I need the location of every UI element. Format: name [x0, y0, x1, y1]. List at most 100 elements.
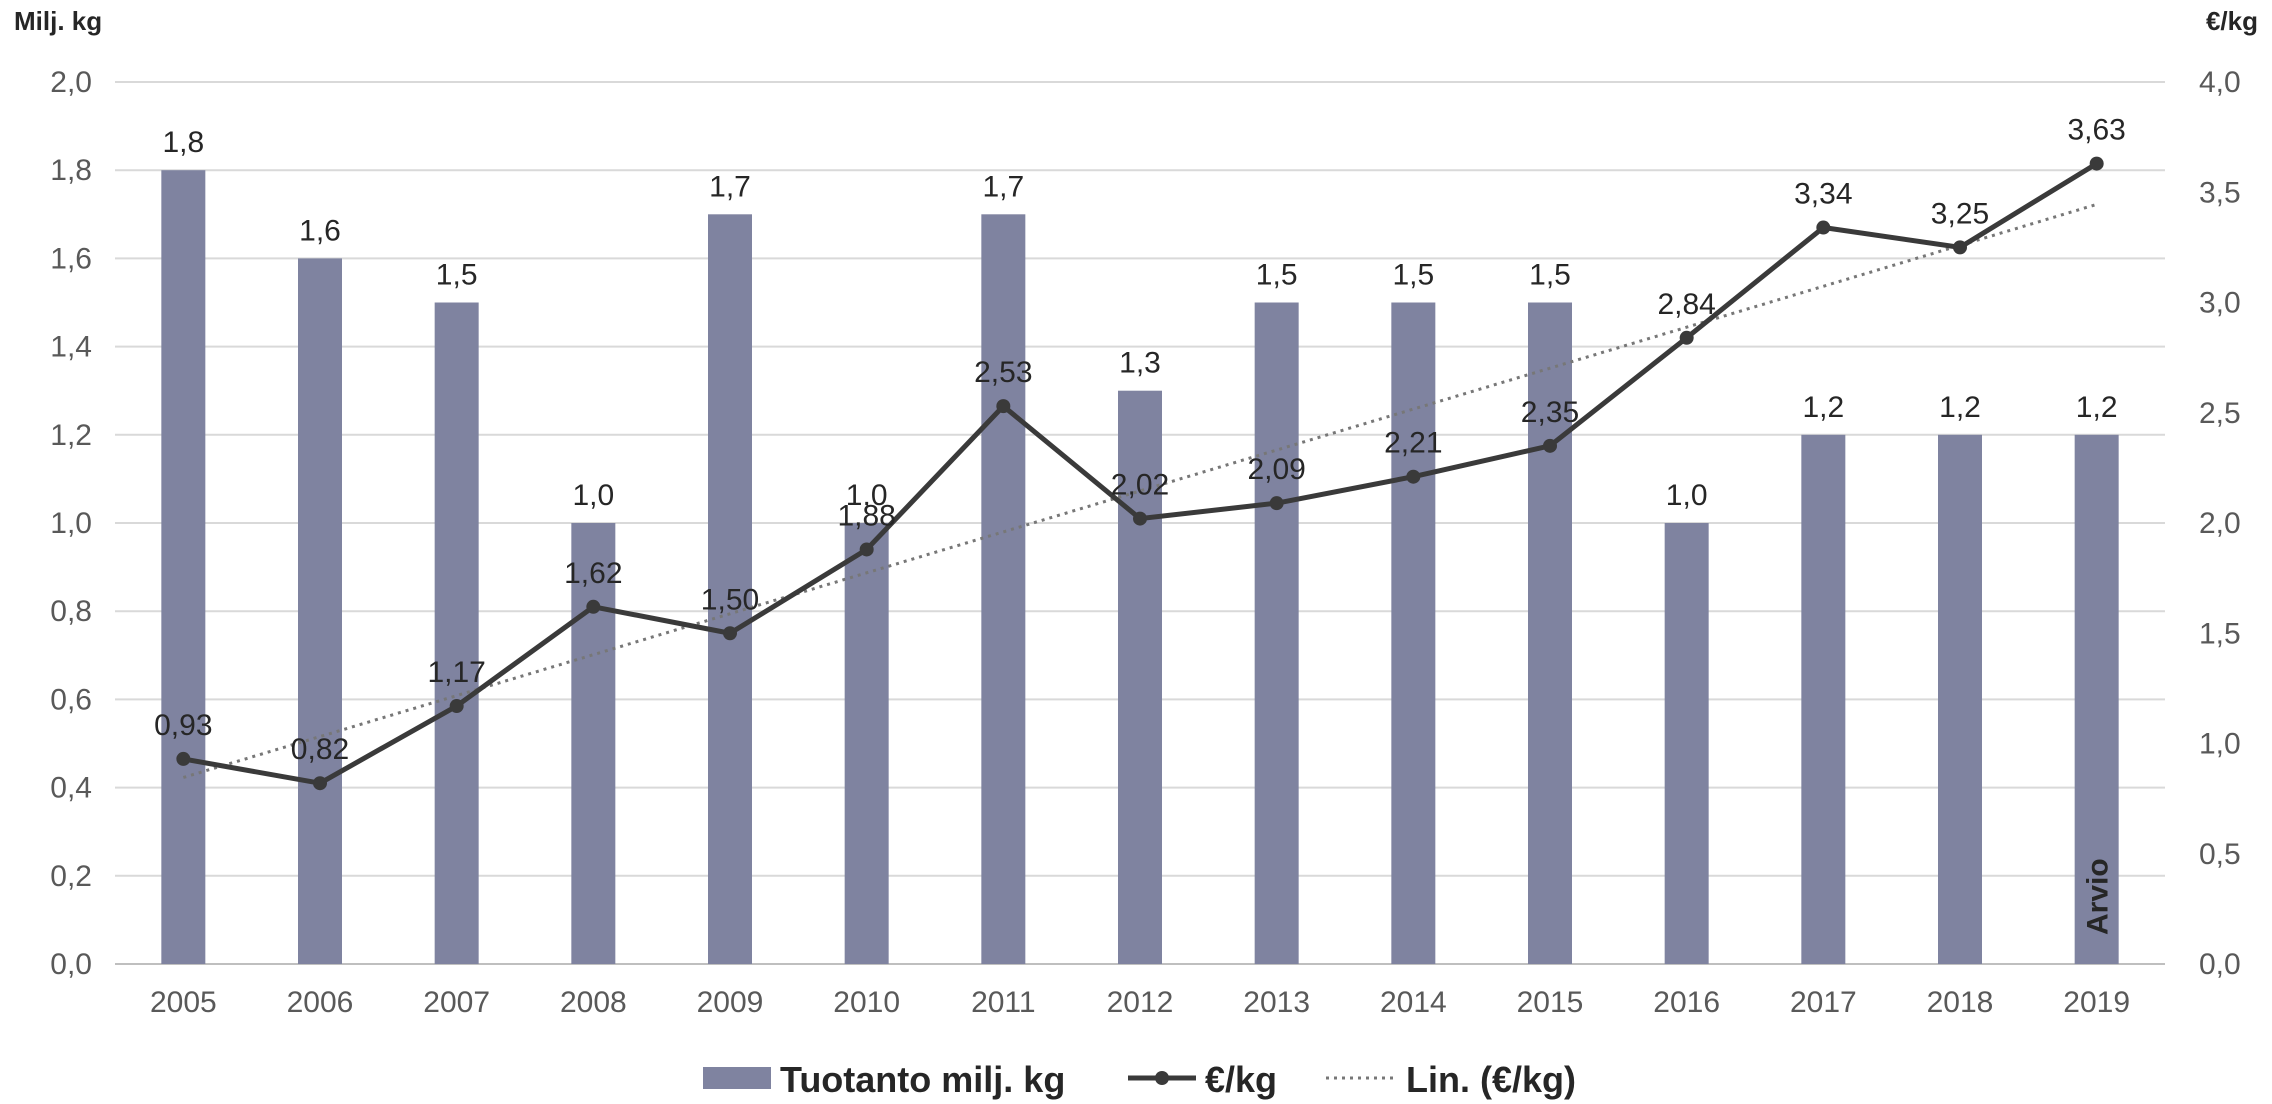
- price-value-label: 1,50: [701, 583, 759, 616]
- legend-swatch-marker: [1155, 1071, 1169, 1085]
- bar: [571, 523, 616, 964]
- price-point: [1543, 438, 1557, 453]
- bar-value-label: 1,0: [572, 479, 614, 512]
- bar: [1254, 302, 1299, 964]
- x-tick-label: 2019: [2063, 986, 2130, 1019]
- x-tick-label: 2010: [833, 986, 900, 1019]
- price-point: [586, 599, 601, 614]
- price-point: [1269, 496, 1284, 511]
- price-value-label: 3,34: [1794, 178, 1852, 211]
- bar: [434, 302, 479, 964]
- price-value-label: 0,93: [154, 709, 212, 742]
- x-tick-label: 2014: [1380, 986, 1447, 1019]
- legend-label-trend: Lin. (€/kg): [1406, 1059, 1576, 1100]
- bar: [981, 214, 1026, 965]
- left-tick-label: 2,0: [50, 66, 92, 99]
- x-tick-label: 2005: [150, 986, 217, 1019]
- left-axis-unit: Milj. kg: [14, 6, 102, 36]
- trendline-path: [182, 202, 2098, 779]
- bar-value-label: 1,2: [1802, 391, 1844, 424]
- left-tick-label: 0,0: [50, 948, 92, 981]
- x-tick-label: 2018: [1927, 986, 1994, 1019]
- price-value-label: 2,35: [1521, 396, 1579, 429]
- bar-value-label: 1,6: [299, 214, 341, 247]
- bar: [161, 170, 206, 964]
- right-tick-label: 1,0: [2199, 728, 2241, 761]
- price-value-label: 2,53: [974, 356, 1032, 389]
- left-tick-label: 0,8: [50, 595, 92, 628]
- bar-value-label: 1,5: [1529, 259, 1571, 292]
- legend-swatch-bar: [703, 1067, 771, 1089]
- right-tick-label: 0,5: [2199, 838, 2241, 871]
- left-tick-label: 0,2: [50, 860, 92, 893]
- price-point: [1816, 220, 1831, 235]
- left-tick-label: 1,8: [50, 154, 92, 187]
- bar: [1938, 434, 1982, 964]
- bar: [2074, 434, 2119, 964]
- price-value-label: 2,09: [1247, 453, 1305, 486]
- price-point: [1406, 469, 1421, 484]
- legend-label-line: €/kg: [1205, 1059, 1277, 1100]
- legend-label-bar: Tuotanto milj. kg: [780, 1059, 1065, 1100]
- x-tick-label: 2015: [1517, 986, 1584, 1019]
- bar: [844, 523, 889, 964]
- price-point: [859, 542, 874, 557]
- right-tick-label: 3,5: [2199, 176, 2241, 209]
- bar-value-label: 1,0: [1666, 479, 1708, 512]
- right-tick-label: 2,5: [2199, 397, 2241, 430]
- left-tick-label: 0,4: [50, 772, 92, 805]
- x-tick-label: 2009: [697, 986, 764, 1019]
- right-tick-label: 4,0: [2199, 66, 2241, 99]
- bar: [1391, 302, 1436, 964]
- left-tick-label: 1,2: [50, 419, 92, 452]
- bar-value-label: 1,3: [1119, 347, 1161, 380]
- price-value-label: 0,82: [291, 733, 349, 766]
- left-tick-label: 1,4: [50, 331, 92, 364]
- price-value-label: 1,88: [837, 499, 895, 532]
- price-point: [723, 626, 737, 641]
- bars: [161, 170, 2119, 965]
- bar: [1801, 434, 1846, 964]
- price-value-label: 1,17: [427, 656, 485, 689]
- price-line: [176, 156, 2104, 791]
- x-tick-label: 2007: [423, 986, 490, 1019]
- bar-value-label: 1,2: [2076, 391, 2118, 424]
- axes: Milj. kg €/kg 0,0 0,2 0,4 0,6 0,8 1,0 1,2 1,4 1,…: [14, 6, 2258, 1019]
- right-tick-label: 2,0: [2199, 507, 2241, 540]
- right-tick-label: 3,0: [2199, 287, 2241, 320]
- price-value-label: 2,84: [1657, 288, 1715, 321]
- bar: [1664, 523, 1709, 964]
- price-point: [996, 399, 1011, 414]
- bar-value-label: 1,2: [1939, 391, 1981, 424]
- x-tick-label: 2012: [1107, 986, 1174, 1019]
- price-value-label: 1,62: [564, 557, 622, 590]
- bar-value-label: 1,8: [162, 126, 204, 159]
- estimate-annotation: Arvio: [2082, 858, 2115, 935]
- x-tick-label: 2011: [971, 986, 1036, 1019]
- bar: [1528, 302, 1572, 964]
- price-value-label: 3,25: [1931, 197, 1989, 230]
- left-tick-label: 1,0: [50, 507, 92, 540]
- trendline: [182, 202, 2098, 779]
- bar: [708, 214, 752, 965]
- x-tick-label: 2006: [287, 986, 354, 1019]
- price-value-label: 2,21: [1384, 427, 1442, 460]
- right-tick-label: 1,5: [2199, 617, 2241, 650]
- bar-value-label: 1,7: [709, 170, 751, 203]
- price-point: [449, 699, 464, 714]
- price-point: [313, 776, 327, 791]
- price-point: [1953, 240, 1967, 255]
- x-tick-label: 2008: [560, 986, 627, 1019]
- price-point: [1133, 511, 1147, 526]
- left-tick-label: 0,6: [50, 683, 92, 716]
- data-labels: 1,8 1,6 1,5 1,0 1,7 1,0 1,7 1,3 1,5 1,5 1,5 1,0 1,2 1…: [154, 114, 2126, 935]
- right-tick-label: 0,0: [2199, 948, 2241, 981]
- price-point: [1679, 330, 1694, 345]
- right-axis-unit: €/kg: [2206, 6, 2258, 36]
- price-point: [176, 751, 191, 766]
- bar-value-label: 1,0: [846, 479, 888, 512]
- legend: Tuotanto milj. kg €/kg Lin. (€/kg): [703, 1059, 1576, 1100]
- bar-value-label: 1,7: [982, 170, 1024, 203]
- bar-value-label: 1,5: [1256, 259, 1298, 292]
